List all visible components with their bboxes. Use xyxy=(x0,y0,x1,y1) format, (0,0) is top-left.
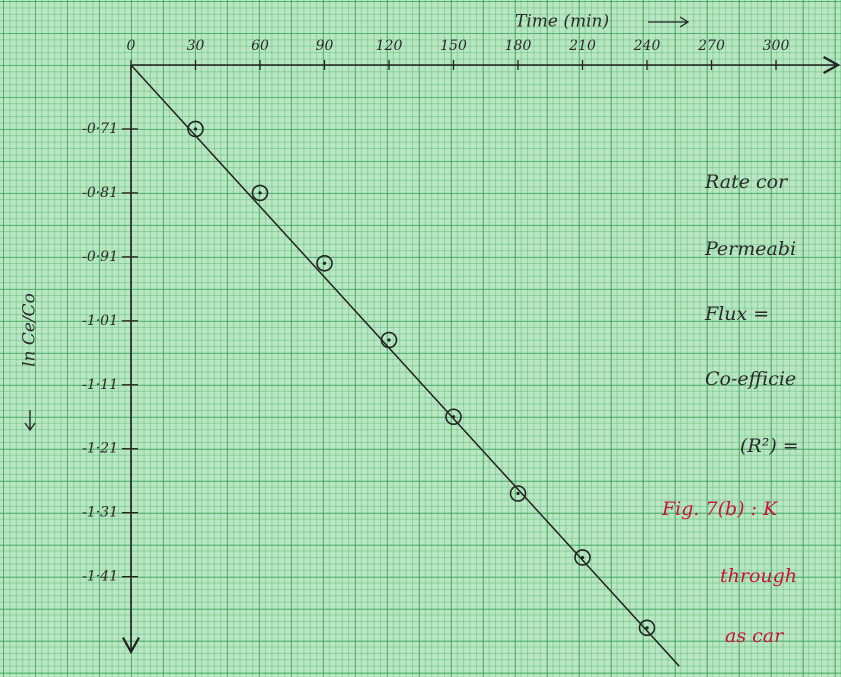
x-tick-label: 300 xyxy=(763,38,790,54)
annotation: Flux = xyxy=(704,303,769,325)
annotation: through xyxy=(720,565,797,587)
x-tick-label: 180 xyxy=(505,38,532,54)
x-tick-label: 90 xyxy=(316,38,334,54)
annotation: Fig. 7(b) : K xyxy=(661,498,779,520)
y-tick-label: -1·31 xyxy=(82,505,118,521)
y-label-group: ln Ce/Co xyxy=(20,293,40,430)
annotation: as car xyxy=(725,625,785,647)
x-tick-label: 30 xyxy=(187,38,205,54)
x-tick-label: 210 xyxy=(568,38,596,54)
data-point-dot xyxy=(645,626,648,629)
y-tick-label: -1·21 xyxy=(82,441,118,457)
y-tick-label: -0·91 xyxy=(82,249,118,265)
y-tick-label: -0·81 xyxy=(82,185,118,201)
x-tick-label: 270 xyxy=(697,38,725,54)
data-point-dot xyxy=(323,262,326,265)
data-point-dot xyxy=(258,191,261,194)
x-tick-label: 60 xyxy=(251,38,269,54)
y-axis-label: ln Ce/Co xyxy=(20,293,40,367)
data-point-dot xyxy=(387,338,390,341)
x-tick-label: 150 xyxy=(440,38,467,54)
trend-line xyxy=(131,65,679,666)
page: Time (min) ln Ce/Co 0 30 60 90 120 150 180 210 2… xyxy=(0,0,841,677)
x-tick-label: 120 xyxy=(376,38,403,54)
y-tick-label: -1·01 xyxy=(82,313,118,329)
data-point-dot xyxy=(581,556,584,559)
annotation: Co-efficie xyxy=(705,368,796,390)
y-label-arrow xyxy=(25,410,35,430)
x-tick-label: 0 xyxy=(127,38,136,54)
annotation: Permeabi xyxy=(704,238,796,260)
chart: Time (min) ln Ce/Co 0 30 60 90 120 150 180 210 2… xyxy=(0,0,841,677)
x-label-arrow xyxy=(648,17,688,27)
data-point-dot xyxy=(516,492,519,495)
data-point-dot xyxy=(194,127,197,130)
y-tick-label: -1·11 xyxy=(82,377,118,393)
x-tick-label: 240 xyxy=(633,38,661,54)
y-tick-label: -1·41 xyxy=(82,569,118,585)
x-axis-label: Time (min) xyxy=(515,12,609,32)
y-tick-label: -0·71 xyxy=(82,121,118,137)
annotation: Rate cor xyxy=(704,171,789,193)
data-point-dot xyxy=(452,415,455,418)
annotation: (R²) = xyxy=(740,435,799,457)
